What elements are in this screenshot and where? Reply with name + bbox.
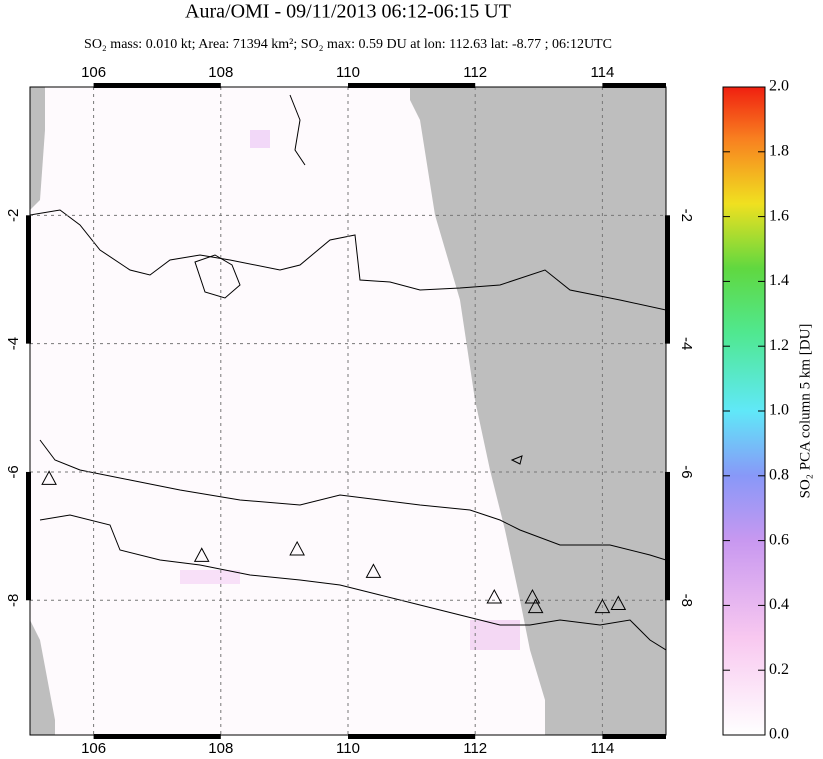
x-tick-label: 106 xyxy=(81,740,106,757)
frame-bars xyxy=(26,83,670,739)
frame-bar xyxy=(26,471,31,601)
frame-bar xyxy=(665,471,670,601)
colorbar-tick-label: 0.2 xyxy=(769,661,789,678)
no-data-swath xyxy=(30,620,55,735)
frame-bar xyxy=(93,83,221,88)
map-area xyxy=(30,87,666,735)
y-tick-label: -6 xyxy=(5,465,22,478)
so2-pixel xyxy=(250,130,270,148)
y-tick-label: -2 xyxy=(678,209,695,222)
volcano xyxy=(610,595,627,610)
y-tick-label: -8 xyxy=(5,594,22,607)
y-tick-label: -4 xyxy=(5,337,22,350)
x-tick-label: 108 xyxy=(208,740,233,757)
subtitle: SO₂ mass: 0.010 kt; Area: 71394 km²; SO₂… xyxy=(84,37,612,52)
title: Aura/OMI - 09/11/2013 06:12-06:15 UT xyxy=(185,1,511,23)
colorbar-tick-label: 0.6 xyxy=(769,531,789,548)
x-tick-label: 114 xyxy=(590,64,614,81)
colorbar-tick-label: 1.4 xyxy=(769,272,789,289)
x-tick-label: 114 xyxy=(590,740,614,757)
so2-pixel xyxy=(180,570,240,584)
volcano xyxy=(41,470,57,485)
colorbar-tick-label: 0.8 xyxy=(769,466,789,483)
coastline xyxy=(289,94,306,166)
frame-bar xyxy=(602,734,666,739)
x-tick-label: 110 xyxy=(336,64,360,81)
volcano xyxy=(365,563,382,578)
x-tick-label: 112 xyxy=(463,64,487,81)
y-tick-label: -8 xyxy=(678,594,695,607)
x-tick-label: 112 xyxy=(463,740,487,757)
frame-bar xyxy=(93,734,221,739)
y-tick-label: -4 xyxy=(678,337,695,350)
frame-bar xyxy=(348,734,476,739)
frame-bar xyxy=(348,83,476,88)
volcano xyxy=(594,598,611,614)
volcano xyxy=(486,589,503,604)
y-tick-label: -6 xyxy=(678,465,695,478)
frame-bar xyxy=(665,215,670,344)
no-data-swath xyxy=(30,87,45,210)
volcano xyxy=(527,598,544,614)
colorbar-tick-label: 1.8 xyxy=(769,142,789,159)
colorbar-tick-label: 1.0 xyxy=(769,402,789,419)
colorbar-tick-label: 0.4 xyxy=(769,596,789,613)
gridlines xyxy=(30,87,666,735)
coastline xyxy=(194,254,241,299)
coastline xyxy=(30,209,666,311)
colorbar-tick-label: 2.0 xyxy=(769,78,789,95)
frame-bar xyxy=(26,215,31,344)
x-tick-label: 110 xyxy=(336,740,360,757)
volcano xyxy=(193,547,210,562)
y-tick-label: -2 xyxy=(5,209,22,222)
frame-bar xyxy=(602,83,666,88)
volcano xyxy=(289,540,305,556)
x-tick-label: 108 xyxy=(208,64,233,81)
coastline xyxy=(39,514,666,651)
volcano xyxy=(524,589,541,604)
colorbar-tick-label: 1.6 xyxy=(769,207,789,224)
colorbar-tick-label: 1.2 xyxy=(769,337,789,354)
colorbar-tick-label: 0.0 xyxy=(769,726,789,743)
x-tick-label: 106 xyxy=(81,64,106,81)
coastlines xyxy=(30,94,666,651)
coastline xyxy=(510,455,523,465)
coastline xyxy=(39,439,666,561)
colorbar-label: SO₂ PCA column 5 km [DU] xyxy=(797,324,813,499)
